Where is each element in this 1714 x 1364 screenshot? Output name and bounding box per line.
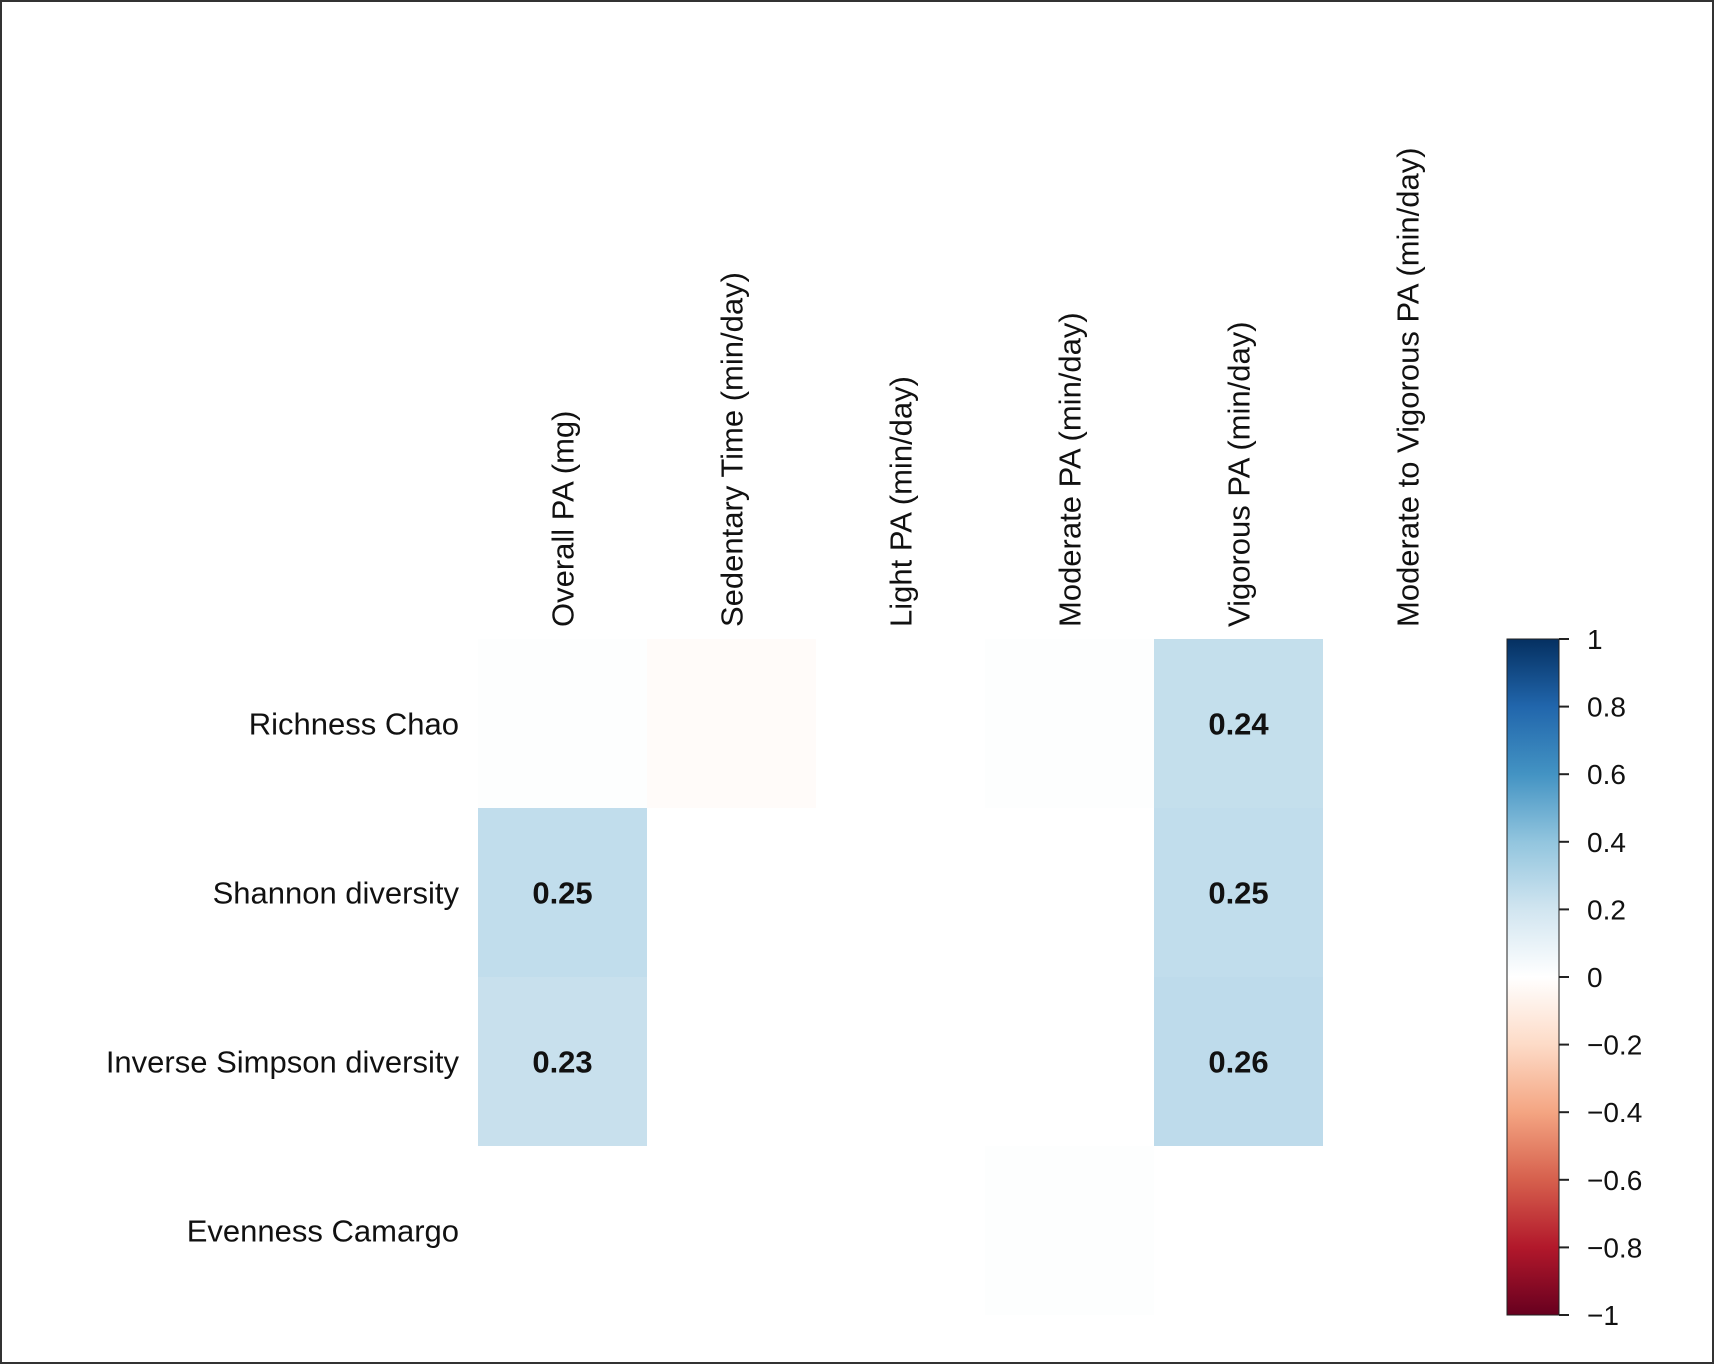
column-label: Sedentary Time (min/day) [715,272,750,627]
cell-value-label: 0.25 [1208,876,1268,911]
heatmap-cell [985,977,1154,1146]
heatmap-cell [1154,639,1323,808]
heatmap-cells [478,639,1492,1315]
heatmap-cell [478,808,647,977]
heatmap-cell [816,977,985,1146]
heatmap-cell [816,1146,985,1315]
cell-value-label: 0.26 [1208,1045,1268,1080]
heatmap-cell [985,639,1154,808]
legend-tick-label: −0.6 [1587,1165,1642,1196]
legend-tick-label: −0.8 [1587,1232,1642,1263]
legend-tick-label: 0.2 [1587,894,1626,925]
heatmap-cell [1154,1146,1323,1315]
legend-tick-label: 0 [1587,962,1603,993]
heatmap-cell [1154,977,1323,1146]
heatmap-cell [647,639,816,808]
heatmap-cell [647,1146,816,1315]
legend-tick-label: 0.8 [1587,692,1626,723]
color-legend: 1 0.8 0.6 0.4 0.2 0 −0.2 −0.4 −0.6 −0.8 −1 [1506,624,1642,1331]
heatmap-cell [985,808,1154,977]
row-label: Richness Chao [249,707,459,742]
heatmap-cell [816,639,985,808]
heatmap-cell [816,808,985,977]
heatmap-cell [647,808,816,977]
heatmap-cell [1323,639,1492,808]
row-labels: Richness Chao Shannon diversity Inverse Si… [106,707,460,1249]
legend-tick-label: −0.4 [1587,1097,1642,1128]
row-label: Evenness Camargo [187,1214,459,1249]
row-label: Inverse Simpson diversity [106,1045,460,1080]
cell-value-label: 0.25 [532,876,592,911]
legend-tick-label: 0.4 [1587,827,1626,858]
heatmap-cell-labels: 0.24 0.25 0.25 0.23 0.26 [532,707,1269,1080]
heatmap-cell [1323,977,1492,1146]
heatmap-cell [1323,1146,1492,1315]
legend-tick-label: −0.2 [1587,1030,1642,1061]
heatmap-cell [478,639,647,808]
column-label: Vigorous PA (min/day) [1222,321,1257,627]
heatmap-cell [985,1146,1154,1315]
heatmap-cell [647,977,816,1146]
cell-value-label: 0.24 [1208,707,1269,742]
legend-tick-label: 0.6 [1587,759,1626,790]
legend-tick-label: −1 [1587,1300,1619,1331]
column-labels: Overall PA (mg) Sedentary Time (min/day) L… [546,147,1426,627]
row-label: Shannon diversity [213,876,460,911]
legend-tick-label: 1 [1587,624,1603,655]
column-label: Moderate to Vigorous PA (min/day) [1391,147,1426,627]
heatmap-cell [1323,808,1492,977]
heatmap-cell [478,1146,647,1315]
heatmap-cell [1154,808,1323,977]
column-label: Light PA (min/day) [884,376,919,627]
cell-value-label: 0.23 [532,1045,592,1080]
heatmap-cell [478,977,647,1146]
column-label: Moderate PA (min/day) [1053,312,1088,627]
color-scale-bar [1506,638,1560,1316]
column-label: Overall PA (mg) [546,411,581,627]
